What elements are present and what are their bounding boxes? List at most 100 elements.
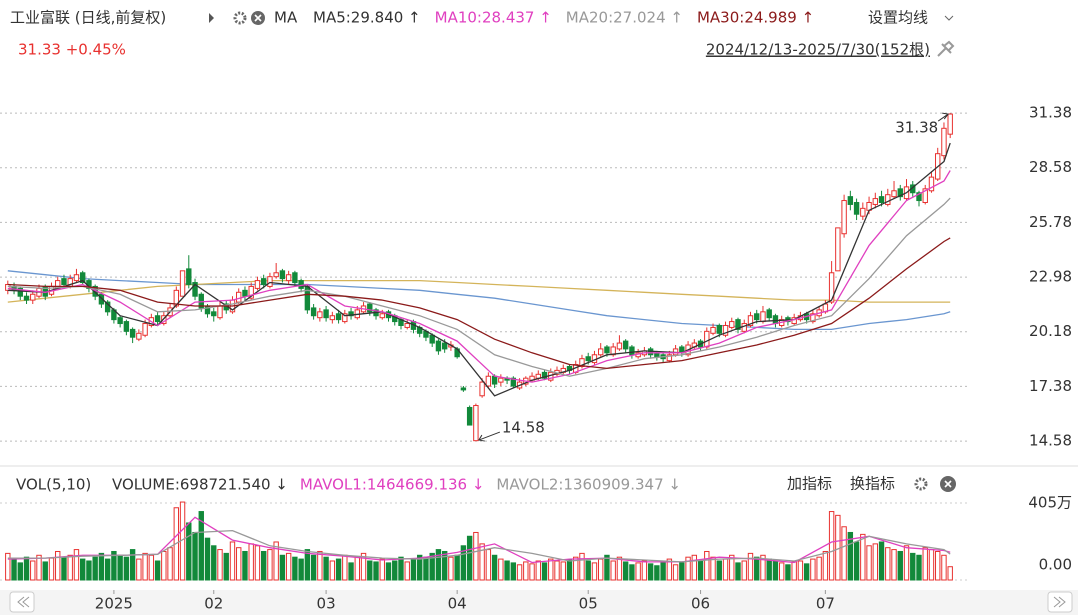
candle-body [142,323,148,336]
scroll-right[interactable] [1047,591,1073,613]
volume-bar [910,552,916,581]
candle-body [5,283,11,291]
candle-body [236,291,242,303]
volume-bar [285,552,292,581]
volume-close-icon[interactable] [940,476,956,492]
candle-body [192,282,198,297]
ma-line [7,142,951,397]
volume-bar [385,562,392,581]
volume-bar [516,564,523,581]
volume-bar [379,558,385,581]
volume-settings-icon[interactable] [914,477,928,491]
volume-bar [310,554,317,581]
x-tick-label: 07 [816,595,835,613]
volume-bar [329,560,336,581]
candle-body [860,207,866,217]
ma-legend: MA5:29.840 ↑ MA10:28.437 ↑ MA20:27.024 ↑ MA… [313,9,814,27]
ma-line [7,237,951,370]
volume-bar [635,562,641,581]
candle-body [129,328,136,338]
volume-bar [797,560,804,581]
volume-bar [473,531,479,581]
volume-bar [754,556,760,581]
candle-body [123,321,130,332]
ma-settings[interactable]: 设置均线 [868,9,928,27]
candle-body [329,315,336,321]
candle-body [429,334,435,344]
volume-bar [791,561,797,581]
volume-bar [810,558,816,581]
dropdown-arrow[interactable] [209,13,214,23]
volume-bar [778,562,785,581]
volume-bar [304,549,311,581]
volume-bar [897,550,903,581]
x-tick-label: 04 [448,595,467,613]
volume-bar [417,554,423,581]
candle-body [704,330,710,348]
date-range[interactable]: 2024/12/13-2025/7/30(152根) [706,41,930,59]
volume-bar [747,552,754,581]
volume-bar [223,552,229,581]
volume-bar [529,563,535,581]
volume-bar [192,531,198,581]
volume-bar [641,560,648,581]
volume-bar [622,561,629,581]
candle-body [598,348,604,356]
volume-bar [161,550,167,581]
candle-body [73,274,80,282]
volume-bar [548,558,554,581]
candle-body [729,321,735,328]
candle-body [186,268,192,285]
volume-bar [92,556,98,581]
volume-bar [523,561,529,581]
candle-body [466,406,473,426]
candle-body [242,289,248,297]
min-label: 14.58 [502,419,545,437]
volume-bar [55,550,61,581]
y-tick-label: 28.58 [1029,158,1072,176]
candle-body [473,405,479,442]
legend-label: MAVOL1:1464669.136 ↓ [300,476,485,494]
candle-body [379,313,385,319]
candle-body [766,309,772,319]
volume-bar [947,566,953,581]
volume-bar [560,561,566,581]
ma-line [7,516,951,564]
volume-bar [785,564,791,581]
volume-bar [616,556,623,581]
x-tick-label: 2025 [95,595,133,613]
volume-bar [853,541,860,581]
candle-body [460,387,467,391]
scroll-left[interactable] [9,591,35,613]
volume-bar [398,556,404,581]
volume-bar [710,556,716,581]
volume-bar [535,560,541,581]
candle-body [928,176,935,192]
volume-bar [360,552,367,581]
pin-icon[interactable] [937,40,955,57]
switch-indicator[interactable]: 换指标 [850,475,895,493]
volume-bar [803,563,810,581]
volume-bar [504,560,510,581]
candle-body [217,305,223,319]
volume-bar [248,543,254,581]
volume-bar [491,554,498,581]
candle-body [629,346,635,356]
volume-bar [98,552,105,581]
volume-bar [741,560,747,581]
volume-bar [42,561,48,581]
volume-bar [354,556,360,581]
candle-body [754,313,760,321]
volume-bar [373,561,379,581]
volume-bar [323,556,329,581]
volume-bar [891,549,897,581]
ma-line [7,197,951,377]
volume-bar [903,545,910,581]
close-icon[interactable] [251,11,265,25]
volume-bar [585,560,591,581]
candle-body [179,270,186,297]
volume-bar [335,558,342,581]
settings-icon[interactable] [233,11,247,25]
y-tick-label: 25.78 [1029,213,1072,231]
add-indicator[interactable]: 加指标 [787,475,832,493]
